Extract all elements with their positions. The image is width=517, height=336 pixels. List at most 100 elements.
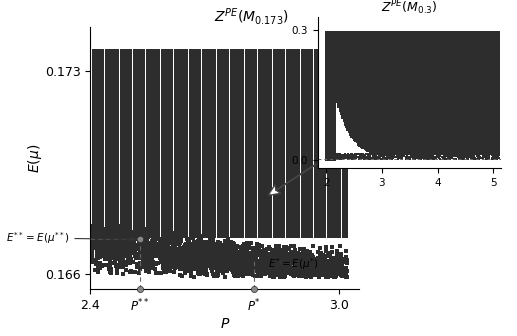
- Point: [291, 160, 299, 165]
- Point: [459, 132, 467, 137]
- Point: [298, 246, 307, 251]
- Point: [97, 179, 105, 184]
- Point: [442, 140, 450, 145]
- Point: [458, 151, 466, 156]
- Point: [380, 80, 388, 86]
- Point: [432, 125, 440, 131]
- Point: [95, 100, 103, 106]
- Point: [372, 62, 381, 68]
- Point: [121, 60, 129, 66]
- Point: [321, 107, 329, 112]
- Point: [391, 123, 399, 128]
- Point: [410, 116, 419, 122]
- Point: [464, 132, 473, 137]
- Point: [364, 100, 373, 106]
- Point: [260, 263, 268, 269]
- Point: [289, 72, 297, 77]
- Point: [300, 267, 308, 273]
- Point: [196, 258, 205, 263]
- Point: [414, 115, 422, 121]
- Point: [224, 174, 233, 179]
- Point: [88, 228, 97, 234]
- Point: [199, 52, 207, 58]
- Point: [140, 234, 148, 239]
- Point: [164, 255, 172, 260]
- Point: [397, 73, 405, 78]
- Point: [376, 141, 385, 146]
- Point: [388, 65, 397, 70]
- Point: [450, 41, 458, 47]
- Point: [401, 115, 409, 121]
- Point: [423, 80, 432, 86]
- Point: [235, 124, 244, 130]
- Point: [267, 191, 276, 197]
- Point: [334, 83, 342, 88]
- Point: [248, 160, 256, 165]
- Point: [220, 183, 228, 188]
- Point: [333, 30, 341, 35]
- Point: [214, 228, 222, 234]
- Point: [286, 265, 295, 270]
- Point: [405, 83, 414, 88]
- Point: [329, 53, 337, 59]
- Point: [205, 83, 213, 88]
- Point: [162, 54, 170, 59]
- Point: [449, 146, 457, 152]
- Point: [396, 46, 404, 51]
- Point: [304, 194, 312, 200]
- Point: [295, 268, 303, 273]
- Point: [97, 62, 105, 67]
- Point: [244, 142, 252, 148]
- Point: [203, 166, 211, 171]
- Point: [341, 145, 349, 151]
- Point: [333, 41, 341, 47]
- Point: [483, 145, 491, 151]
- Point: [215, 261, 223, 267]
- Point: [372, 122, 381, 127]
- Point: [329, 128, 338, 134]
- Point: [325, 29, 333, 34]
- Point: [135, 245, 144, 251]
- Point: [294, 254, 302, 260]
- Point: [276, 134, 284, 139]
- Point: [129, 73, 138, 79]
- Point: [347, 84, 356, 89]
- Point: [235, 198, 244, 204]
- Point: [324, 53, 332, 59]
- Point: [451, 127, 460, 133]
- Point: [339, 78, 347, 83]
- Point: [479, 56, 487, 61]
- Point: [323, 29, 331, 34]
- Point: [258, 123, 267, 128]
- Point: [293, 60, 301, 66]
- Point: [454, 96, 462, 101]
- Point: [313, 132, 321, 138]
- Point: [274, 217, 282, 222]
- Point: [375, 52, 383, 58]
- Point: [278, 57, 286, 62]
- Point: [90, 139, 99, 144]
- Point: [276, 213, 284, 218]
- Point: [184, 155, 192, 160]
- Point: [382, 126, 390, 132]
- Point: [326, 80, 334, 85]
- Point: [364, 124, 373, 129]
- Point: [332, 203, 340, 208]
- Point: [308, 227, 316, 232]
- Point: [201, 49, 209, 54]
- Point: [297, 185, 306, 191]
- Point: [138, 173, 146, 178]
- Point: [323, 45, 331, 50]
- Point: [239, 229, 248, 235]
- Point: [459, 151, 467, 156]
- Point: [475, 124, 483, 129]
- Point: [232, 271, 240, 277]
- Point: [416, 46, 424, 51]
- Point: [359, 74, 368, 79]
- Point: [97, 113, 105, 119]
- Point: [476, 107, 484, 113]
- Point: [177, 78, 185, 83]
- Point: [449, 73, 457, 78]
- Point: [116, 124, 125, 130]
- Point: [171, 169, 179, 175]
